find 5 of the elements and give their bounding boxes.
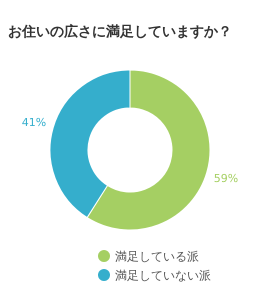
data-label: 41% xyxy=(22,116,46,130)
legend-label: 満足していない派 xyxy=(115,268,211,282)
legend-label: 満足している派 xyxy=(115,250,199,264)
chart-title: お住いの広さに満足していますか？ xyxy=(8,23,232,40)
data-label: 59% xyxy=(214,172,238,185)
